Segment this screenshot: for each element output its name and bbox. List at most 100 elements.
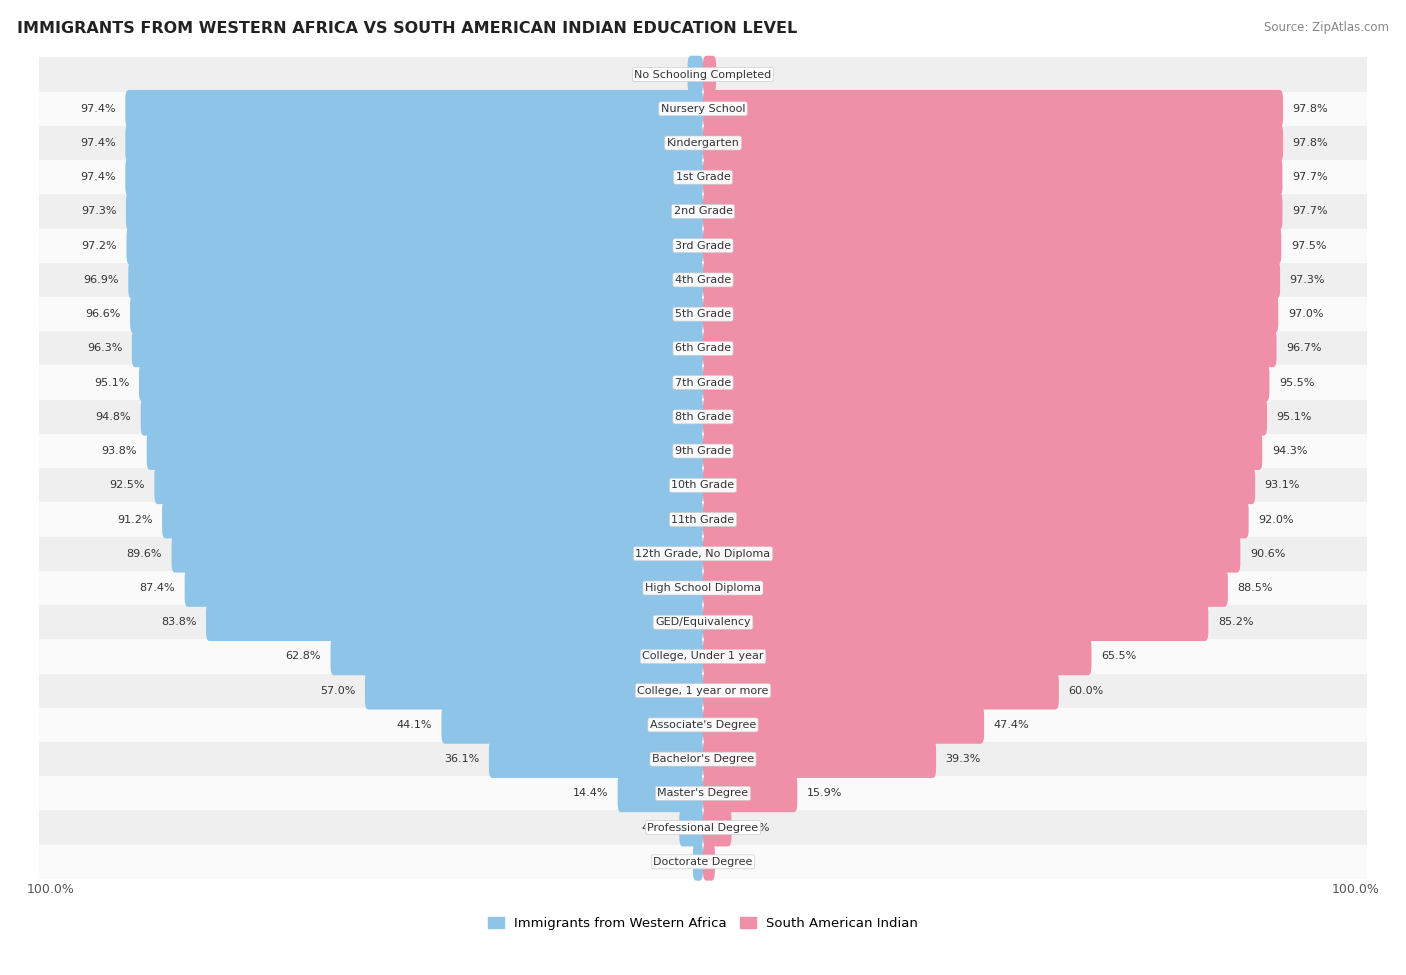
- Text: 96.9%: 96.9%: [83, 275, 118, 285]
- Text: 97.7%: 97.7%: [1292, 207, 1327, 216]
- FancyBboxPatch shape: [703, 535, 1240, 572]
- Bar: [39, 228, 1367, 263]
- Text: High School Diploma: High School Diploma: [645, 583, 761, 593]
- FancyBboxPatch shape: [703, 90, 1284, 128]
- Text: 96.6%: 96.6%: [86, 309, 121, 319]
- Text: 62.8%: 62.8%: [285, 651, 321, 661]
- FancyBboxPatch shape: [139, 364, 703, 402]
- FancyBboxPatch shape: [441, 706, 703, 744]
- FancyBboxPatch shape: [703, 672, 1059, 710]
- FancyBboxPatch shape: [128, 261, 703, 298]
- FancyBboxPatch shape: [703, 843, 714, 880]
- Text: 100.0%: 100.0%: [1331, 883, 1379, 896]
- Text: 2.6%: 2.6%: [650, 69, 678, 80]
- Text: 92.5%: 92.5%: [110, 481, 145, 490]
- FancyBboxPatch shape: [703, 364, 1270, 402]
- FancyBboxPatch shape: [125, 124, 703, 162]
- Text: 2nd Grade: 2nd Grade: [673, 207, 733, 216]
- FancyBboxPatch shape: [330, 638, 703, 676]
- Text: 88.5%: 88.5%: [1237, 583, 1272, 593]
- Bar: [39, 366, 1367, 400]
- FancyBboxPatch shape: [184, 569, 703, 606]
- FancyBboxPatch shape: [617, 774, 703, 812]
- Text: 95.1%: 95.1%: [1277, 411, 1312, 422]
- Text: 11th Grade: 11th Grade: [672, 515, 734, 525]
- Text: 93.1%: 93.1%: [1264, 481, 1301, 490]
- FancyBboxPatch shape: [207, 604, 703, 641]
- FancyBboxPatch shape: [127, 193, 703, 230]
- FancyBboxPatch shape: [155, 466, 703, 504]
- Text: Doctorate Degree: Doctorate Degree: [654, 857, 752, 867]
- Text: 2.2%: 2.2%: [725, 69, 754, 80]
- Bar: [39, 297, 1367, 332]
- Bar: [39, 605, 1367, 640]
- Text: 90.6%: 90.6%: [1250, 549, 1285, 559]
- FancyBboxPatch shape: [703, 638, 1091, 676]
- FancyBboxPatch shape: [703, 740, 936, 778]
- Text: 4.0%: 4.0%: [641, 823, 669, 833]
- FancyBboxPatch shape: [703, 56, 716, 94]
- Text: No Schooling Completed: No Schooling Completed: [634, 69, 772, 80]
- FancyBboxPatch shape: [703, 124, 1284, 162]
- FancyBboxPatch shape: [141, 398, 703, 436]
- Text: College, 1 year or more: College, 1 year or more: [637, 685, 769, 696]
- Text: 94.3%: 94.3%: [1272, 447, 1308, 456]
- FancyBboxPatch shape: [703, 158, 1282, 196]
- Text: 97.3%: 97.3%: [82, 207, 117, 216]
- FancyBboxPatch shape: [125, 90, 703, 128]
- Bar: [39, 263, 1367, 297]
- Text: 97.7%: 97.7%: [1292, 173, 1327, 182]
- Bar: [39, 160, 1367, 194]
- Text: 3rd Grade: 3rd Grade: [675, 241, 731, 251]
- Bar: [39, 92, 1367, 126]
- Bar: [39, 844, 1367, 878]
- Text: 96.3%: 96.3%: [87, 343, 122, 353]
- Text: 97.8%: 97.8%: [1292, 138, 1329, 148]
- FancyBboxPatch shape: [146, 432, 703, 470]
- Bar: [39, 708, 1367, 742]
- FancyBboxPatch shape: [703, 569, 1227, 606]
- Text: 2.0%: 2.0%: [724, 857, 752, 867]
- Bar: [39, 400, 1367, 434]
- Bar: [39, 502, 1367, 536]
- Bar: [39, 674, 1367, 708]
- FancyBboxPatch shape: [703, 227, 1281, 264]
- Text: 14.4%: 14.4%: [572, 789, 609, 799]
- Text: 4th Grade: 4th Grade: [675, 275, 731, 285]
- Text: 1.7%: 1.7%: [655, 857, 683, 867]
- Text: 9th Grade: 9th Grade: [675, 447, 731, 456]
- FancyBboxPatch shape: [688, 56, 703, 94]
- FancyBboxPatch shape: [679, 809, 703, 846]
- FancyBboxPatch shape: [132, 330, 703, 368]
- Bar: [39, 434, 1367, 468]
- FancyBboxPatch shape: [127, 227, 703, 264]
- FancyBboxPatch shape: [703, 432, 1263, 470]
- Text: Associate's Degree: Associate's Degree: [650, 720, 756, 730]
- Legend: Immigrants from Western Africa, South American Indian: Immigrants from Western Africa, South Am…: [482, 913, 924, 936]
- Text: 94.8%: 94.8%: [96, 411, 131, 422]
- FancyBboxPatch shape: [703, 261, 1279, 298]
- FancyBboxPatch shape: [366, 672, 703, 710]
- Text: Master's Degree: Master's Degree: [658, 789, 748, 799]
- Text: 65.5%: 65.5%: [1101, 651, 1136, 661]
- Text: 60.0%: 60.0%: [1069, 685, 1104, 696]
- Text: 15.9%: 15.9%: [807, 789, 842, 799]
- Bar: [39, 742, 1367, 776]
- Bar: [39, 58, 1367, 92]
- Bar: [39, 571, 1367, 605]
- Bar: [39, 810, 1367, 844]
- Text: Kindergarten: Kindergarten: [666, 138, 740, 148]
- Text: 7th Grade: 7th Grade: [675, 377, 731, 388]
- Text: 12th Grade, No Diploma: 12th Grade, No Diploma: [636, 549, 770, 559]
- Text: Professional Degree: Professional Degree: [647, 823, 759, 833]
- Text: College, Under 1 year: College, Under 1 year: [643, 651, 763, 661]
- Text: 91.2%: 91.2%: [117, 515, 153, 525]
- FancyBboxPatch shape: [703, 466, 1256, 504]
- Text: 87.4%: 87.4%: [139, 583, 176, 593]
- FancyBboxPatch shape: [703, 295, 1278, 333]
- Text: 5th Grade: 5th Grade: [675, 309, 731, 319]
- FancyBboxPatch shape: [703, 193, 1282, 230]
- Text: 100.0%: 100.0%: [27, 883, 75, 896]
- FancyBboxPatch shape: [703, 330, 1277, 368]
- Text: 4.8%: 4.8%: [741, 823, 769, 833]
